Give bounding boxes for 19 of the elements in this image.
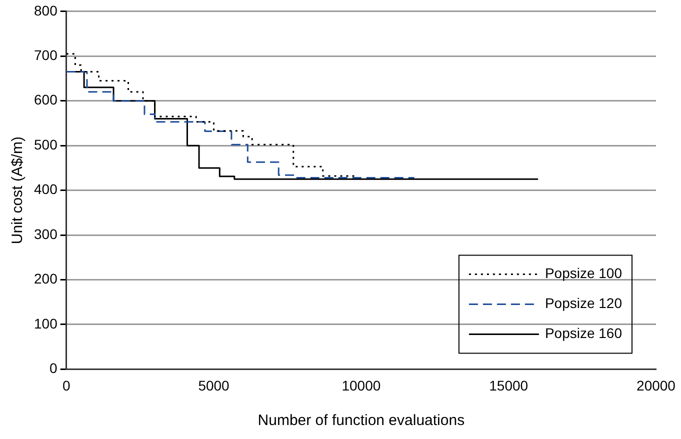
y-tick-label: 700 — [34, 46, 58, 63]
x-tick-label: 10000 — [342, 377, 381, 394]
x-tick-label: 0 — [62, 377, 70, 394]
text: Popsize 160 — [544, 325, 622, 342]
x-tick-label: 15000 — [489, 377, 528, 394]
y-tick-label: 100 — [34, 315, 58, 332]
text: Popsize 100 — [544, 265, 622, 282]
y-axis-title: Unit cost (A$/m) — [9, 136, 26, 244]
x-tick-label: 20000 — [636, 377, 676, 394]
y-tick-label: 600 — [34, 92, 58, 108]
text: Popsize 120 — [544, 295, 622, 312]
y-tick-label: 800 — [34, 2, 58, 18]
y-tick-label: 300 — [34, 226, 58, 242]
x-tick-label: 5000 — [198, 377, 230, 394]
x-axis-title: Number of function evaluations — [258, 412, 465, 430]
y-tick-label: 400 — [34, 181, 58, 198]
y-tick-label: 0 — [50, 360, 58, 376]
y-tick-label: 500 — [34, 136, 58, 152]
y-tick-label: 200 — [34, 270, 58, 287]
